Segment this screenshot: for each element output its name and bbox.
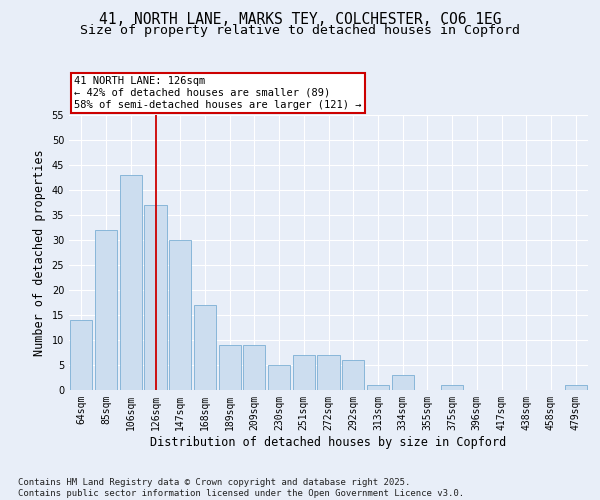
Bar xyxy=(95,230,117,390)
Text: 41, NORTH LANE, MARKS TEY, COLCHESTER, CO6 1EG: 41, NORTH LANE, MARKS TEY, COLCHESTER, C… xyxy=(99,12,501,28)
Bar xyxy=(70,320,92,390)
Bar xyxy=(218,345,241,390)
Bar xyxy=(293,355,315,390)
Y-axis label: Number of detached properties: Number of detached properties xyxy=(33,149,46,356)
Bar xyxy=(194,305,216,390)
Bar xyxy=(243,345,265,390)
Bar xyxy=(119,175,142,390)
Bar xyxy=(441,385,463,390)
Text: Contains HM Land Registry data © Crown copyright and database right 2025.
Contai: Contains HM Land Registry data © Crown c… xyxy=(18,478,464,498)
Bar xyxy=(367,385,389,390)
Bar xyxy=(342,360,364,390)
Bar xyxy=(392,375,414,390)
Bar xyxy=(169,240,191,390)
X-axis label: Distribution of detached houses by size in Copford: Distribution of detached houses by size … xyxy=(151,436,506,448)
Text: Size of property relative to detached houses in Copford: Size of property relative to detached ho… xyxy=(80,24,520,37)
Bar xyxy=(565,385,587,390)
Bar xyxy=(317,355,340,390)
Text: 41 NORTH LANE: 126sqm
← 42% of detached houses are smaller (89)
58% of semi-deta: 41 NORTH LANE: 126sqm ← 42% of detached … xyxy=(74,76,362,110)
Bar xyxy=(145,205,167,390)
Bar xyxy=(268,365,290,390)
